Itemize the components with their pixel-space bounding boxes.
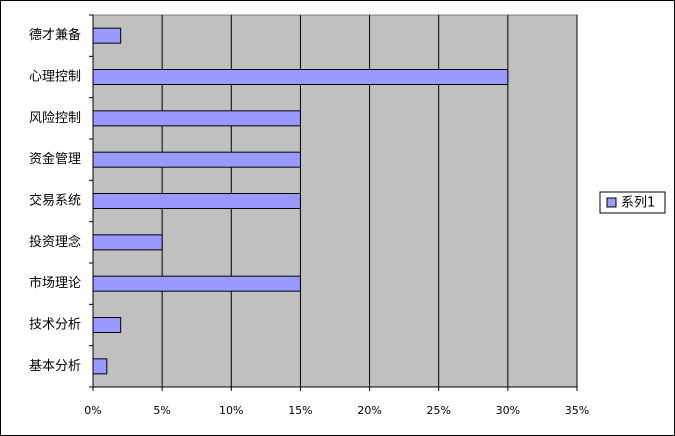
x-tick-label: 35% xyxy=(565,404,589,417)
y-tick-label: 投资理念 xyxy=(29,234,81,250)
x-tick-label: 5% xyxy=(153,404,170,417)
legend-swatch xyxy=(606,197,617,208)
x-tick-label: 20% xyxy=(357,404,381,417)
bar xyxy=(92,234,163,251)
y-tick-label: 资金管理 xyxy=(29,151,81,167)
bar xyxy=(92,27,122,44)
y-tick-label: 技术分析 xyxy=(29,318,81,333)
bar xyxy=(92,358,108,375)
legend-box xyxy=(599,191,666,214)
y-tick-label: 交易系统 xyxy=(29,193,81,209)
y-tick-label: 市场理论 xyxy=(29,275,81,291)
y-tick-label: 风险控制 xyxy=(29,111,81,126)
bar xyxy=(92,275,301,292)
legend-label: 系列1 xyxy=(621,196,655,211)
bar xyxy=(92,193,301,209)
y-tick-label: 心理控制 xyxy=(29,70,81,85)
x-tick-label: 10% xyxy=(219,404,243,417)
bar xyxy=(92,110,301,127)
bar xyxy=(92,69,509,85)
x-tick-label: 0% xyxy=(84,404,101,417)
x-tick-label: 25% xyxy=(426,404,450,417)
y-tick-label: 德才兼备 xyxy=(29,27,81,43)
bar xyxy=(92,317,122,333)
x-tick-label: 15% xyxy=(288,404,312,417)
y-tick-label: 基本分析 xyxy=(29,359,81,374)
x-tick-label: 30% xyxy=(496,404,520,417)
bar xyxy=(92,151,301,168)
